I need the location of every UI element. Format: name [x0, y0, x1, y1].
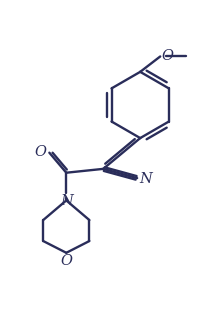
Text: N: N: [139, 172, 152, 186]
Text: N: N: [60, 193, 73, 207]
Text: O: O: [34, 145, 46, 159]
Text: O: O: [60, 254, 72, 268]
Text: O: O: [161, 50, 173, 64]
